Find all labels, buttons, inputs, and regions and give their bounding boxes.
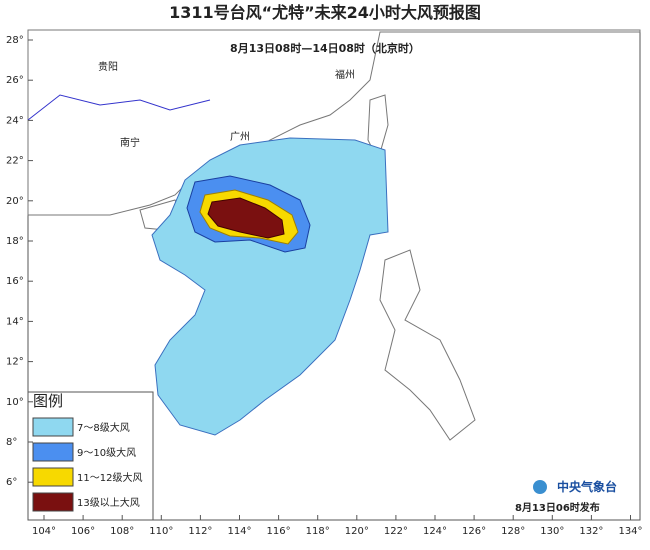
lon-tick-label: 108° (110, 526, 134, 537)
lat-tick-label: 16° (6, 276, 24, 287)
lon-tick-label: 118° (306, 526, 330, 537)
lon-tick-label: 106° (71, 526, 95, 537)
lon-tick-label: 116° (267, 526, 291, 537)
legend-title: 图例 (33, 392, 63, 410)
taiwan (367, 94, 389, 162)
lon-tick-label: 122° (384, 526, 408, 537)
lat-tick-label: 12° (6, 357, 24, 368)
lon-tick-label: 112° (188, 526, 212, 537)
lon-tick-label: 134° (618, 526, 642, 537)
city: 南宁 (120, 136, 140, 149)
lon-tick-label: 104° (32, 526, 56, 537)
legend-label: 13级以上大风 (77, 496, 140, 509)
lat-tick-label: 24° (6, 115, 24, 126)
zone-13 (207, 197, 285, 239)
lon-tick-label: 110° (149, 526, 173, 537)
border (27, 94, 211, 121)
legend-swatch (32, 467, 74, 487)
lon-tick-label: 128° (501, 526, 525, 537)
legend-swatch (32, 442, 74, 462)
city: 贵阳 (98, 60, 118, 73)
lat-tick-label: 22° (6, 156, 24, 167)
lon-tick-label: 114° (227, 526, 251, 537)
lat-tick-label: 8° (6, 437, 17, 448)
city: 福州 (335, 68, 355, 81)
philippines (379, 249, 476, 441)
lon-tick-label: 132° (579, 526, 603, 537)
lat-tick-label: 10° (6, 397, 24, 408)
legend-label: 7～8级大风 (77, 421, 130, 434)
lat-tick-label: 6° (6, 477, 17, 488)
legend-label: 9～10级大风 (77, 446, 136, 459)
agency: 中央气象台 (557, 479, 617, 494)
agency-logo (533, 480, 547, 494)
lon-tick-label: 126° (462, 526, 486, 537)
legend-swatch (32, 417, 74, 437)
subtitle: 8月13日08时—14日08时（北京时） (230, 41, 420, 55)
issue-time: 8月13日06时发布 (515, 501, 600, 514)
lat-tick-label: 28° (6, 35, 24, 46)
title: 1311号台风“尤特”未来24小时大风预报图 (169, 3, 481, 22)
lat-tick-label: 18° (6, 236, 24, 247)
lat-tick-label: 14° (6, 316, 24, 327)
legend: 图例 7～8级大风 9～10级大风 11～12级大风 13级以上大风 (27, 391, 154, 521)
legend-swatch (32, 492, 74, 512)
city: 广州 (230, 131, 250, 143)
lat-tick-label: 26° (6, 75, 24, 86)
lat-tick-label: 20° (6, 196, 24, 207)
legend-label: 11～12级大风 (77, 471, 142, 484)
lon-tick-label: 120° (345, 526, 369, 537)
lon-tick-label: 130° (540, 526, 564, 537)
lon-tick-label: 124° (423, 526, 447, 537)
